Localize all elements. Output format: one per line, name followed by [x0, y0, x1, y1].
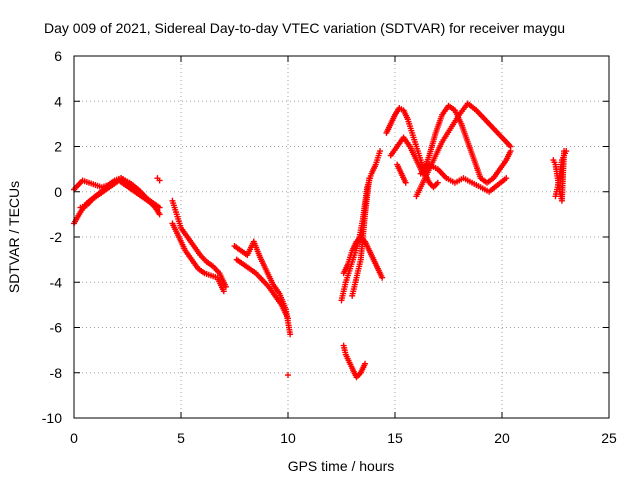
- y-tick-label: -6: [50, 320, 63, 336]
- chart-title: Day 009 of 2021, Sidereal Day-to-day VTE…: [44, 20, 565, 36]
- y-tick-label: 2: [54, 139, 62, 155]
- y-tick-label: -4: [50, 274, 63, 290]
- data-point: [434, 179, 441, 186]
- x-tick-label: 25: [601, 430, 617, 446]
- x-tick-label: 10: [280, 430, 296, 446]
- data-point: [366, 175, 373, 182]
- y-tick-label: 6: [54, 48, 62, 64]
- data-point: [156, 211, 163, 218]
- series-pt-10: [285, 372, 291, 379]
- data-point: [379, 274, 386, 281]
- data-point: [287, 331, 294, 338]
- series-arc-d: [169, 197, 229, 290]
- series-arc-m: [387, 102, 514, 186]
- data-point: [563, 148, 570, 155]
- series-arc-i: [340, 234, 386, 281]
- data-point: [156, 177, 163, 184]
- y-tick-label: 4: [54, 93, 62, 109]
- data-point: [503, 175, 510, 182]
- series-arc-r: [552, 148, 570, 200]
- y-tick-label: -10: [42, 410, 62, 426]
- data-point: [285, 372, 291, 379]
- series-arc-c: [77, 177, 155, 211]
- series-arc-p: [394, 161, 409, 186]
- series-cluster-k: [340, 342, 369, 381]
- x-tick-label: 5: [177, 430, 185, 446]
- x-axis-label: GPS time / hours: [288, 458, 395, 474]
- data-point: [507, 143, 514, 150]
- data-marks: [71, 100, 570, 381]
- series-arc-h: [338, 148, 384, 304]
- series-arc-e: [169, 220, 227, 295]
- series-arc-o: [417, 161, 510, 195]
- y-tick-label: 0: [54, 184, 62, 200]
- series-arc-l: [383, 105, 441, 191]
- series-arc-g: [233, 256, 291, 322]
- data-point: [402, 179, 409, 186]
- series-arc-f: [231, 238, 294, 338]
- y-tick-label: -8: [50, 365, 63, 381]
- x-tick-label: 15: [387, 430, 403, 446]
- x-tick-label: 0: [70, 430, 78, 446]
- grid-lines: [74, 56, 609, 418]
- series-arc-j: [349, 175, 373, 299]
- y-axis-label: SDTVAR / TECUs: [6, 181, 22, 293]
- data-point: [156, 204, 163, 211]
- y-tick-label: -2: [50, 229, 63, 245]
- series-pt-4: [154, 175, 163, 184]
- data-point: [377, 148, 384, 155]
- data-point: [285, 315, 291, 322]
- data-point: [220, 288, 227, 295]
- data-point: [362, 360, 369, 367]
- data-point: [148, 200, 155, 207]
- series-arc-n: [413, 100, 514, 200]
- y-axis-ticks: -10 -8 -6 -4 -2 0 2 4 6: [42, 48, 609, 426]
- x-axis-ticks: 0 5 10 15 20 25: [70, 56, 617, 446]
- x-tick-label: 20: [494, 430, 510, 446]
